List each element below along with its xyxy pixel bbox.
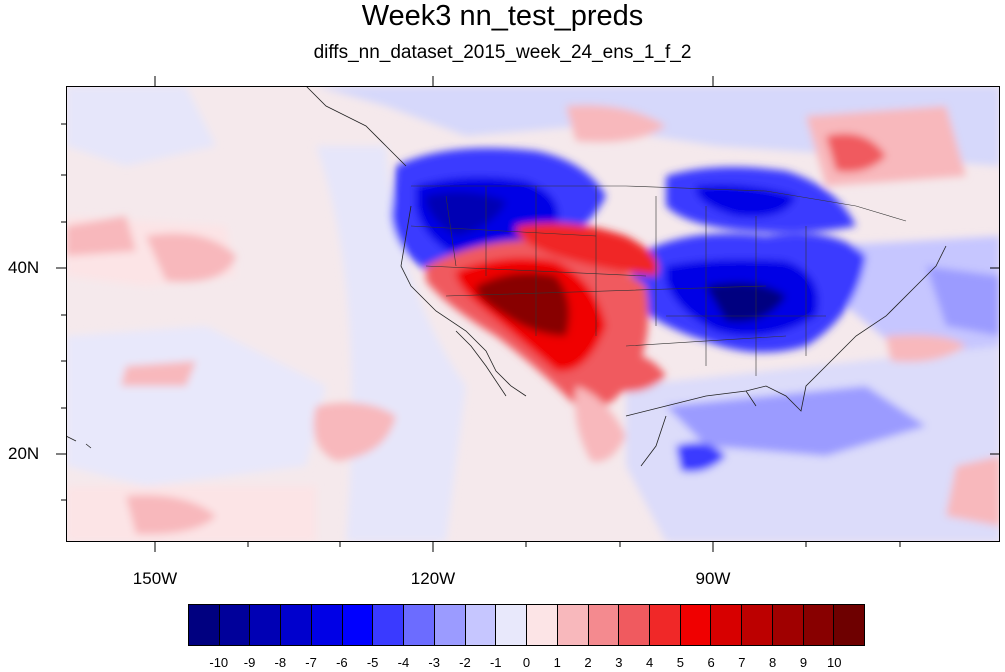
colorbar-tick-label: 8 (769, 655, 777, 670)
colorbar-tick-label: 5 (676, 655, 684, 670)
colorbar-box (803, 605, 835, 645)
colorbar-box (588, 605, 620, 645)
map-plot-area (66, 86, 1000, 542)
colorbar-box (711, 605, 743, 645)
colorbar-box (219, 605, 251, 645)
colorbar-labels: -10 -9 -8 -7 -6 -5 -4 -3 -2 -1 0 1 2 3 4 5 6 7 8 9 10 (188, 656, 865, 672)
colorbar-box (772, 605, 804, 645)
colorbar-box (650, 605, 681, 645)
colorbar-box (527, 605, 558, 645)
colorbar-tick-label: -3 (428, 655, 440, 670)
colorbar-tick-label: 1 (553, 655, 561, 670)
colorbar-tick-label: -10 (209, 655, 229, 670)
colorbar-box (189, 605, 220, 645)
colorbar-tick-label: -9 (243, 655, 256, 670)
colorbar-box (342, 605, 374, 645)
us-state-boundaries (410, 185, 907, 376)
colorbar-tick-label: 0 (522, 655, 531, 670)
colorbar-tick-label: -7 (305, 655, 317, 670)
lat-label-40n: 40N (8, 258, 40, 277)
colorbar-tick-label: -2 (459, 655, 471, 670)
colorbar-box (680, 605, 712, 645)
colorbar-tick-label: -8 (274, 655, 287, 670)
colorbar-tick-label: 2 (584, 655, 592, 670)
colorbar (188, 604, 865, 646)
colorbar-box (250, 605, 282, 645)
colorbar-tick-label: 10 (826, 655, 842, 670)
coastlines (66, 86, 947, 467)
colorbar-box (373, 605, 405, 645)
colorbar-tick-label: 9 (799, 655, 808, 670)
colorbar-tick-label: 6 (707, 655, 715, 670)
lon-label-90w: 90W (695, 569, 731, 588)
colorbar-box (311, 605, 343, 645)
colorbar-box (465, 605, 497, 645)
colorbar-box (834, 605, 865, 645)
colorbar-box (619, 605, 651, 645)
colorbar-tick-label: 3 (615, 655, 623, 670)
colorbar-box (434, 605, 466, 645)
map-title: Week3 nn_test_preds (361, 0, 644, 32)
colorbar-box (557, 605, 589, 645)
lat-label-20n: 20N (8, 444, 40, 463)
colorbar-tick-label: -1 (489, 655, 502, 670)
map-subtitle: diffs_nn_dataset_2015_week_24_ens_1_f_2 (313, 42, 692, 63)
lon-label-150w: 150W (132, 569, 178, 588)
colorbar-box (281, 605, 312, 645)
anomaly-field (66, 86, 1000, 542)
colorbar-box (496, 605, 528, 645)
colorbar-tick-label: 7 (738, 655, 746, 670)
colorbar-tick-label: 4 (645, 655, 654, 670)
lon-label-120w: 120W (410, 569, 456, 588)
colorbar-tick-label: -6 (336, 655, 348, 670)
colorbar-tick-label: -4 (397, 655, 410, 670)
colorbar-tick-label: -5 (366, 655, 379, 670)
colorbar-box (404, 605, 435, 645)
colorbar-box (742, 605, 773, 645)
